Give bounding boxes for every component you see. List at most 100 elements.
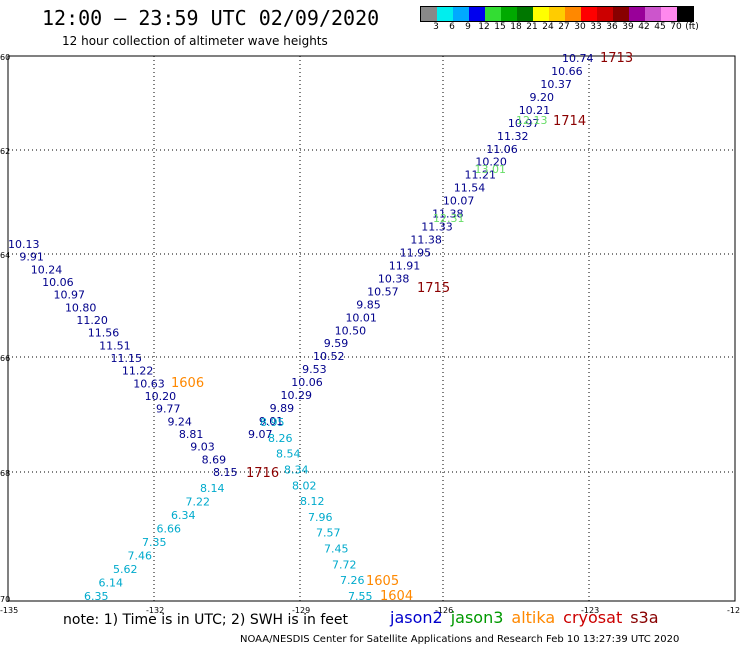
color-scale-cell: [597, 7, 613, 21]
color-scale-label: 42: [638, 22, 650, 32]
swh-value: 10.29: [280, 389, 312, 402]
color-scale-label: 27: [558, 22, 570, 32]
swh-value: 6.14: [99, 577, 124, 590]
swh-value: 8.69: [202, 453, 227, 466]
swh-value: 11.56: [88, 327, 120, 340]
swh-value: 8.34: [284, 463, 309, 476]
swh-value: 10.63: [133, 377, 165, 390]
lon-label: -132: [146, 606, 164, 615]
swh-value: 10.57: [367, 285, 399, 298]
swh-value: 8.14: [200, 482, 225, 495]
color-scale-label: 39: [622, 22, 634, 32]
pass-time-label: 1605: [366, 574, 399, 589]
lon-label: -123: [581, 606, 599, 615]
color-scale-label: 30: [574, 22, 586, 32]
swh-value: 10.97: [54, 289, 86, 302]
pass-time-label: 1713: [600, 51, 633, 66]
swh-value: 10.13: [8, 238, 40, 251]
swh-value: 8.15: [213, 466, 238, 479]
swh-value: 5.62: [113, 563, 138, 576]
color-scale-label: 36: [606, 22, 618, 32]
swh-value: 9.53: [302, 363, 327, 376]
color-scale-cell: [661, 7, 677, 21]
swh-value: 9.20: [530, 91, 555, 104]
swh-value: 10.97: [508, 117, 540, 130]
color-scale-cell: [453, 7, 469, 21]
swh-value: 9.03: [190, 441, 215, 454]
swh-value: 6.66: [157, 523, 182, 536]
swh-value: 9.77: [156, 403, 181, 416]
swh-value: 7.26: [340, 574, 365, 587]
lat-label: 70: [0, 595, 10, 604]
swh-value: 10.50: [335, 324, 367, 337]
swh-value: 9.24: [167, 415, 192, 428]
satellite-legend: jason2 jason3 altika cryosat s3a: [390, 608, 659, 627]
lat-label: 62: [0, 147, 10, 156]
color-scale-label: 9: [465, 22, 471, 32]
lat-label: 66: [0, 354, 10, 363]
color-scale-labels: 3 6 9 12 15 18 21 24 27 30 33 36 39 42 45 70 (ft): [420, 22, 740, 34]
color-scale-cell: [613, 7, 629, 21]
color-scale-cell: [629, 7, 645, 21]
color-scale-cell: [581, 7, 597, 21]
color-scale-cell: [421, 7, 437, 21]
color-scale-label: 6: [449, 22, 455, 32]
swh-value: 11.54: [454, 182, 486, 195]
lon-label: -129: [292, 606, 310, 615]
chart-title: 12:00 — 23:59 UTC 02/09/2020: [42, 6, 380, 30]
swh-value: 11.15: [111, 352, 143, 365]
color-scale-label: 15: [494, 22, 506, 32]
swh-value: 7.55: [348, 590, 373, 603]
legend-jason3: jason3: [450, 608, 504, 627]
swh-value: 11.38: [432, 208, 464, 221]
swh-value: 11.95: [400, 246, 432, 259]
swh-value: 8.95: [260, 416, 285, 429]
legend-cryosat: cryosat: [563, 608, 623, 627]
footer-note: note: 1) Time is in UTC; 2) SWH is in fe…: [63, 612, 349, 628]
swh-value: 11.33: [421, 221, 453, 234]
swh-value: 13.01: [475, 163, 507, 176]
swh-value: 8.02: [292, 479, 317, 492]
swh-value: 9.07: [248, 428, 273, 441]
swh-value: 7.46: [128, 550, 153, 563]
color-scale-cell: [677, 7, 693, 21]
swh-value: 11.06: [486, 143, 518, 156]
swh-value: 10.24: [31, 263, 63, 276]
lon-label: -126: [435, 606, 453, 615]
color-scale-cell: [533, 7, 549, 21]
color-scale-cell: [565, 7, 581, 21]
swh-value: 8.54: [276, 448, 301, 461]
swh-value: 10.21: [519, 104, 551, 117]
color-scale-label: 12: [478, 22, 490, 32]
color-scale-label: 21: [526, 22, 538, 32]
chart-subtitle: 12 hour collection of altimeter wave hei…: [62, 34, 328, 48]
color-scale-label: 33: [590, 22, 602, 32]
swh-value: 8.26: [268, 432, 293, 445]
pass-time-label: 1716: [246, 466, 279, 481]
swh-value: 8.12: [300, 495, 325, 508]
lat-label: 60: [0, 53, 10, 62]
swh-value: 8.81: [179, 428, 204, 441]
lon-label: -135: [0, 606, 18, 615]
swh-value: 6.34: [171, 509, 196, 522]
swh-value: 10.66: [551, 65, 583, 78]
swh-value: 7.72: [332, 558, 357, 571]
swh-value: 9.01: [259, 415, 284, 428]
color-scale-cell: [645, 7, 661, 21]
swh-value: 11.38: [410, 234, 442, 247]
color-scale-cell: [517, 7, 533, 21]
swh-value: 6.35: [84, 590, 109, 603]
pass-time-label: 1606: [171, 376, 204, 391]
swh-value: 10.38: [378, 272, 410, 285]
swh-value: 10.80: [65, 301, 97, 314]
color-scale-bar: [420, 6, 694, 22]
color-scale-label: 18: [510, 22, 522, 32]
swh-value: 10.20: [145, 390, 177, 403]
swh-value: 10.37: [540, 78, 572, 91]
swh-value: 9.89: [270, 402, 295, 415]
swh-value: 7.22: [186, 496, 211, 509]
legend-s3a: s3a: [630, 608, 659, 627]
map-frame: [7, 55, 736, 602]
color-scale-cell: [469, 7, 485, 21]
